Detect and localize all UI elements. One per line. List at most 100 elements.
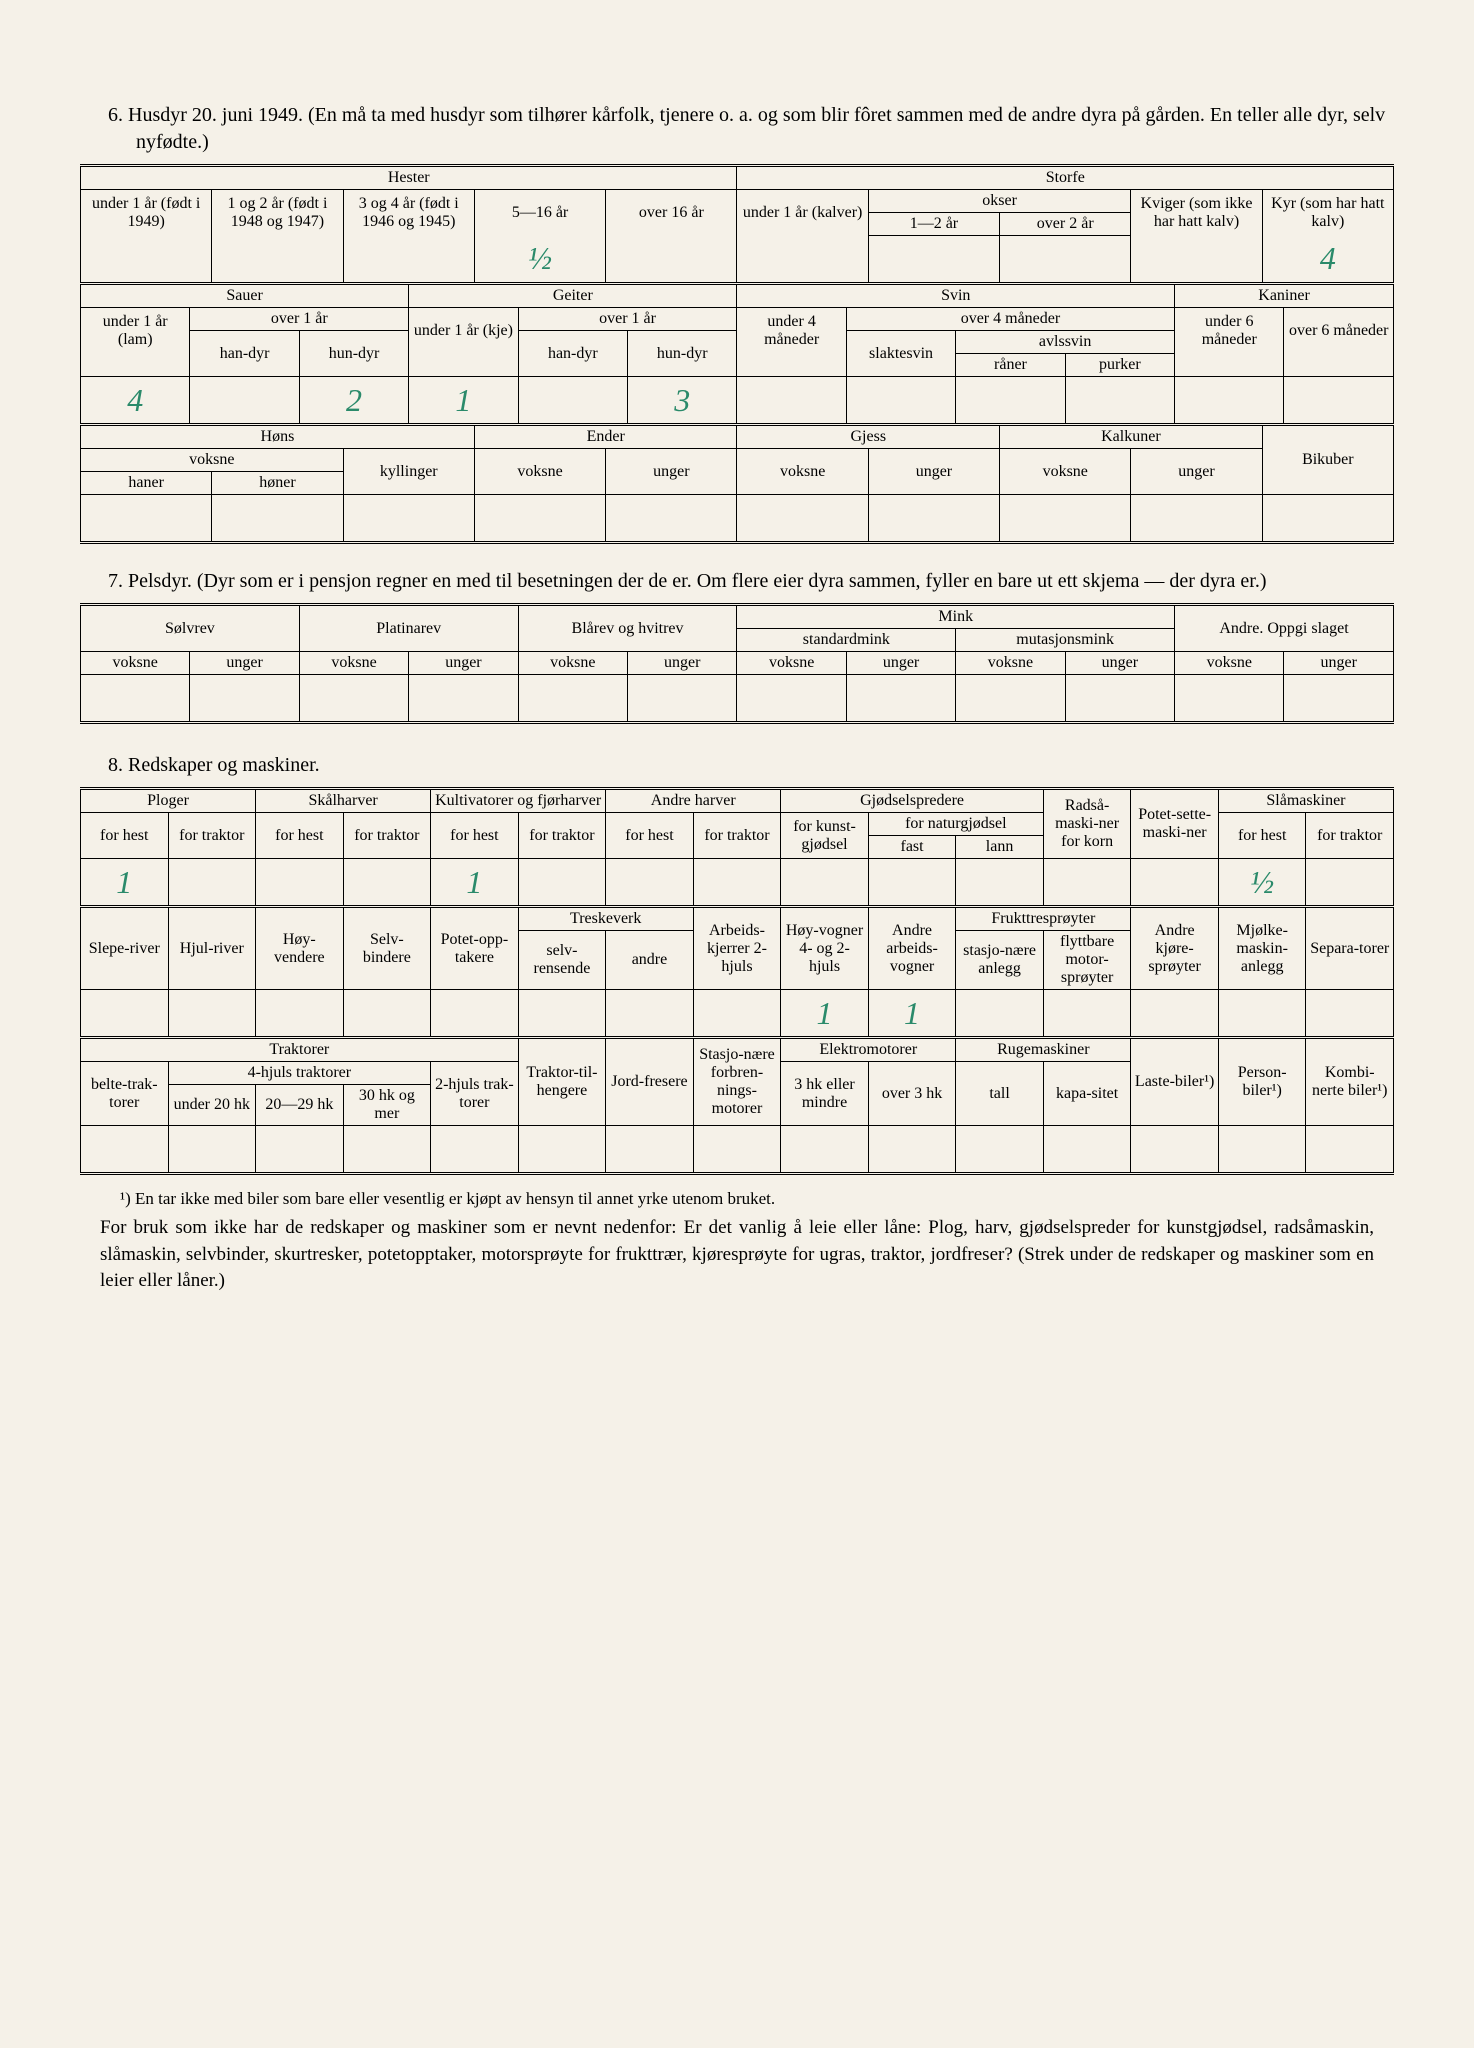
cell bbox=[737, 675, 846, 723]
col: for traktor bbox=[518, 813, 606, 859]
col: under 1 år (født i 1949) bbox=[81, 190, 212, 236]
col bbox=[737, 354, 846, 377]
section-8-title: 8. Redskaper og maskiner. bbox=[108, 752, 1394, 779]
cell bbox=[693, 859, 781, 907]
cell bbox=[518, 1126, 606, 1174]
col: under 1 år (kalver) bbox=[737, 190, 868, 236]
cell bbox=[1065, 675, 1174, 723]
cell bbox=[168, 990, 256, 1038]
cell bbox=[693, 990, 781, 1038]
col: Jord-fresere bbox=[606, 1039, 694, 1126]
col: Andre kjøre-sprøyter bbox=[1131, 908, 1219, 990]
cell bbox=[256, 1126, 344, 1174]
col: voksne bbox=[518, 652, 627, 675]
cell bbox=[190, 675, 299, 723]
cell bbox=[956, 990, 1044, 1038]
cell bbox=[343, 859, 431, 907]
storfe-header: Storfe bbox=[737, 166, 1394, 190]
col bbox=[81, 354, 190, 377]
col: Mink bbox=[737, 605, 1175, 629]
col: over 1 år bbox=[190, 308, 409, 331]
cell bbox=[1043, 1126, 1131, 1174]
col: voksne bbox=[956, 652, 1065, 675]
cell bbox=[518, 990, 606, 1038]
cell bbox=[606, 859, 694, 907]
col: for hest bbox=[1218, 813, 1306, 859]
col: Blårev og hvitrev bbox=[518, 605, 737, 652]
col: for hest bbox=[81, 813, 169, 859]
cell bbox=[1262, 495, 1393, 543]
gjess-header: Gjess bbox=[737, 426, 1000, 449]
col: over 2 år bbox=[1000, 213, 1131, 236]
cell bbox=[1306, 990, 1394, 1038]
cell bbox=[299, 675, 408, 723]
cell bbox=[868, 236, 999, 284]
col: Høy-vogner 4- og 2-hjuls bbox=[781, 908, 869, 990]
cell bbox=[1000, 495, 1131, 543]
col: Traktor-til-hengere bbox=[518, 1039, 606, 1126]
col: Kyr (som har hatt kalv) bbox=[1262, 190, 1393, 236]
col: 4-hjuls traktorer bbox=[168, 1062, 431, 1085]
cell bbox=[518, 675, 627, 723]
col: for kunst-gjødsel bbox=[781, 813, 869, 859]
cell bbox=[956, 859, 1044, 907]
col: Gjødselspredere bbox=[781, 789, 1044, 813]
col: 20—29 hk bbox=[256, 1085, 344, 1126]
col: Traktorer bbox=[81, 1039, 519, 1062]
col: flyttbare motor-sprøyter bbox=[1043, 931, 1131, 990]
svin-header: Svin bbox=[737, 285, 1175, 308]
cell: 1 bbox=[81, 859, 169, 907]
cell bbox=[737, 495, 868, 543]
col: han-dyr bbox=[518, 331, 627, 377]
col: unger bbox=[868, 449, 999, 495]
cell bbox=[518, 377, 627, 425]
kalkuner-header: Kalkuner bbox=[1000, 426, 1263, 449]
cell bbox=[409, 675, 518, 723]
cell bbox=[846, 675, 955, 723]
census-form-page: 6. Husdyr 20. juni 1949. (En må ta med h… bbox=[0, 0, 1474, 2048]
cell: 4 bbox=[81, 377, 190, 425]
col: voksne bbox=[474, 449, 605, 495]
col: slaktesvin bbox=[846, 331, 955, 377]
table-redskaper-3: Traktorer Traktor-til-hengere Jord-frese… bbox=[80, 1039, 1394, 1175]
cell: 1 bbox=[781, 990, 869, 1038]
cell: 2 bbox=[299, 377, 408, 425]
col: standardmink bbox=[737, 629, 956, 652]
cell bbox=[343, 1126, 431, 1174]
hons-header: Høns bbox=[81, 426, 475, 449]
bottom-paragraph: For bruk som ikke har de redskaper og ma… bbox=[100, 1215, 1374, 1295]
col: 30 hk og mer bbox=[343, 1085, 431, 1126]
cell bbox=[1175, 377, 1284, 425]
cell bbox=[956, 1126, 1044, 1174]
col: 1—2 år bbox=[868, 213, 999, 236]
cell bbox=[868, 495, 999, 543]
cell bbox=[190, 377, 299, 425]
cell bbox=[868, 1126, 956, 1174]
col: Platinarev bbox=[299, 605, 518, 652]
table-redskaper-2: Slepe-river Hjul-river Høy-vendere Selv-… bbox=[80, 908, 1394, 1039]
col: 3 hk eller mindre bbox=[781, 1062, 869, 1126]
col: Rugemaskiner bbox=[956, 1039, 1131, 1062]
col: fast bbox=[868, 836, 956, 859]
cell bbox=[1218, 1126, 1306, 1174]
col: Frukttresprøyter bbox=[956, 908, 1131, 931]
col: 5—16 år bbox=[474, 190, 605, 236]
col: for hest bbox=[256, 813, 344, 859]
cell bbox=[212, 236, 343, 284]
col bbox=[1284, 354, 1394, 377]
cell bbox=[956, 377, 1065, 425]
col: over 4 måneder bbox=[846, 308, 1174, 331]
col: for traktor bbox=[693, 813, 781, 859]
col: over 1 år bbox=[518, 308, 737, 331]
cell bbox=[81, 675, 190, 723]
table-hester-storfe: Hester Storfe under 1 år (født i 1949) 1… bbox=[80, 164, 1394, 285]
table-sauer-geiter: Sauer Geiter Svin Kaniner under 1 år (la… bbox=[80, 285, 1394, 426]
col: voksne bbox=[81, 652, 190, 675]
cell bbox=[1131, 859, 1219, 907]
col: for hest bbox=[606, 813, 694, 859]
col: Kultivatorer og fjørharver bbox=[431, 789, 606, 813]
col: Andre arbeids-vogner bbox=[868, 908, 956, 990]
col: Kombi-nerte biler¹) bbox=[1306, 1039, 1394, 1126]
col: Stasjo-nære forbren-nings-motorer bbox=[693, 1039, 781, 1126]
col: haner bbox=[81, 472, 212, 495]
